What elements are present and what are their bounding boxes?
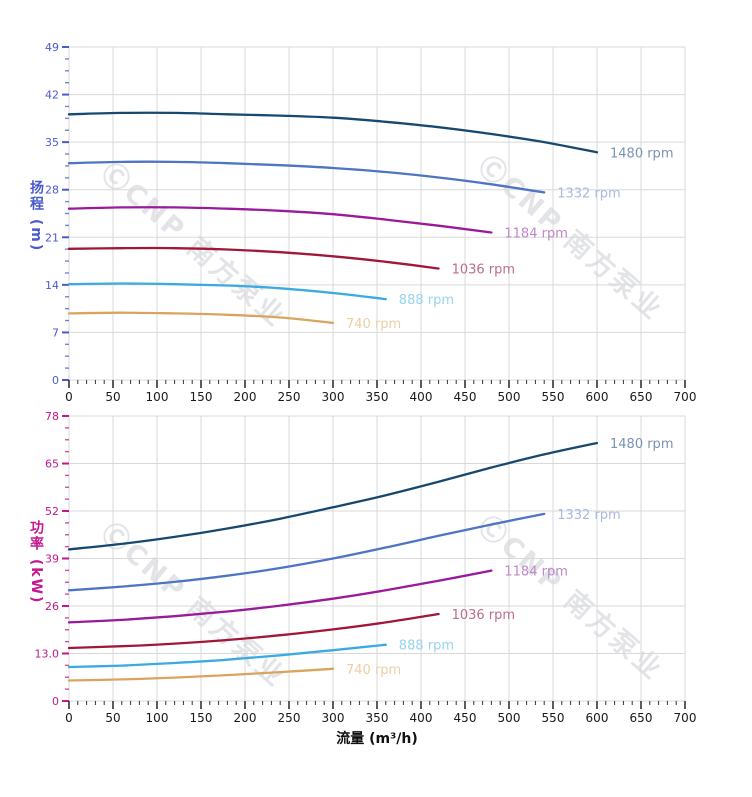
curve-740-rpm: [67, 667, 335, 682]
x-tick-label: 300: [322, 711, 345, 725]
curve-1036-rpm: [67, 246, 440, 270]
x-tick-label: 600: [586, 390, 609, 404]
x-tick-label: 500: [498, 711, 521, 725]
curve-label-1184-rpm: 1184 rpm: [504, 227, 567, 242]
x-tick-label: 250: [278, 711, 301, 725]
curve-1332-rpm: [67, 512, 546, 592]
x-tick-label: 700: [674, 390, 697, 404]
x-tick-label: 650: [630, 711, 653, 725]
y-tick-label: 21: [45, 231, 59, 244]
x-tick-label: 0: [65, 390, 73, 404]
curve-label-888-rpm: 888 rpm: [399, 293, 454, 308]
x-tick-label: 450: [454, 390, 477, 404]
curve-label-1480-rpm: 1480 rpm: [610, 146, 673, 161]
x-tick-label: 100: [146, 390, 169, 404]
y-tick-label: 28: [45, 184, 59, 197]
curve-1184-rpm: [67, 206, 493, 234]
x-tick-label: 500: [498, 390, 521, 404]
x-tick-label: 0: [65, 711, 73, 725]
curve-label-740-rpm: 740 rpm: [346, 317, 401, 332]
curve-1480-rpm: [67, 441, 599, 551]
curve-label-1036-rpm: 1036 rpm: [452, 263, 515, 278]
power-axis-title: 功率 (kW): [28, 520, 44, 605]
curve-label-1036-rpm: 1036 rpm: [452, 608, 515, 623]
y-tick-label: 49: [45, 41, 59, 54]
y-tick-label: 14: [45, 279, 59, 292]
y-tick-label: 39: [45, 553, 59, 566]
y-tick-label: 52: [45, 505, 59, 518]
x-tick-label: 50: [105, 390, 120, 404]
curve-label-1480-rpm: 1480 rpm: [610, 437, 673, 452]
curve-888-rpm: [67, 643, 387, 669]
y-tick-label: 65: [45, 458, 59, 471]
x-tick-label: 650: [630, 390, 653, 404]
y-tick-label: 78: [45, 410, 59, 423]
x-tick-label: 600: [586, 711, 609, 725]
curve-1184-rpm: [67, 569, 493, 624]
curve-label-1184-rpm: 1184 rpm: [504, 565, 567, 580]
x-tick-label: 700: [674, 711, 697, 725]
x-tick-label: 200: [234, 390, 257, 404]
x-tick-label: 250: [278, 390, 301, 404]
y-tick-label: 7: [52, 326, 59, 339]
head-axis-title: 扬程 (m): [28, 180, 44, 253]
curve-label-888-rpm: 888 rpm: [399, 639, 454, 654]
x-tick-label: 550: [542, 711, 565, 725]
curve-label-1332-rpm: 1332 rpm: [557, 508, 620, 523]
curve-740-rpm: [67, 311, 335, 325]
curve-label-1332-rpm: 1332 rpm: [557, 186, 620, 201]
y-tick-label: 42: [45, 89, 59, 102]
curve-1332-rpm: [67, 160, 546, 194]
curve-1480-rpm: [67, 111, 599, 154]
y-tick-label: 0: [52, 374, 59, 387]
x-tick-label: 350: [366, 711, 389, 725]
x-tick-label: 50: [105, 711, 120, 725]
x-tick-label: 300: [322, 390, 345, 404]
x-tick-label: 150: [190, 390, 213, 404]
curve-888-rpm: [67, 282, 387, 301]
x-tick-label: 150: [190, 711, 213, 725]
x-tick-label: 200: [234, 711, 257, 725]
x-tick-label: 400: [410, 390, 433, 404]
curve-1036-rpm: [67, 612, 440, 650]
x-tick-label: 400: [410, 711, 433, 725]
power-flow-chart: 0 13.0 26 39 52 65 78 0 50 100 150 200 250 300 350 400 4…: [35, 410, 697, 747]
head-flow-chart: 0 7 14 21 28 35 42 49 0 50 100 150 200 250 300 350 400 45…: [45, 41, 697, 404]
y-tick-label: 26: [45, 600, 59, 613]
x-tick-label: 100: [146, 711, 169, 725]
y-tick-label: 0: [52, 695, 59, 708]
x-tick-label: 350: [366, 390, 389, 404]
y-tick-label: 13.0: [35, 648, 60, 661]
y-tick-label: 35: [45, 136, 59, 149]
x-tick-label: 550: [542, 390, 565, 404]
curve-label-740-rpm: 740 rpm: [346, 663, 401, 678]
x-tick-label: 450: [454, 711, 477, 725]
flow-axis-title: 流量 (m³/h): [336, 730, 417, 747]
